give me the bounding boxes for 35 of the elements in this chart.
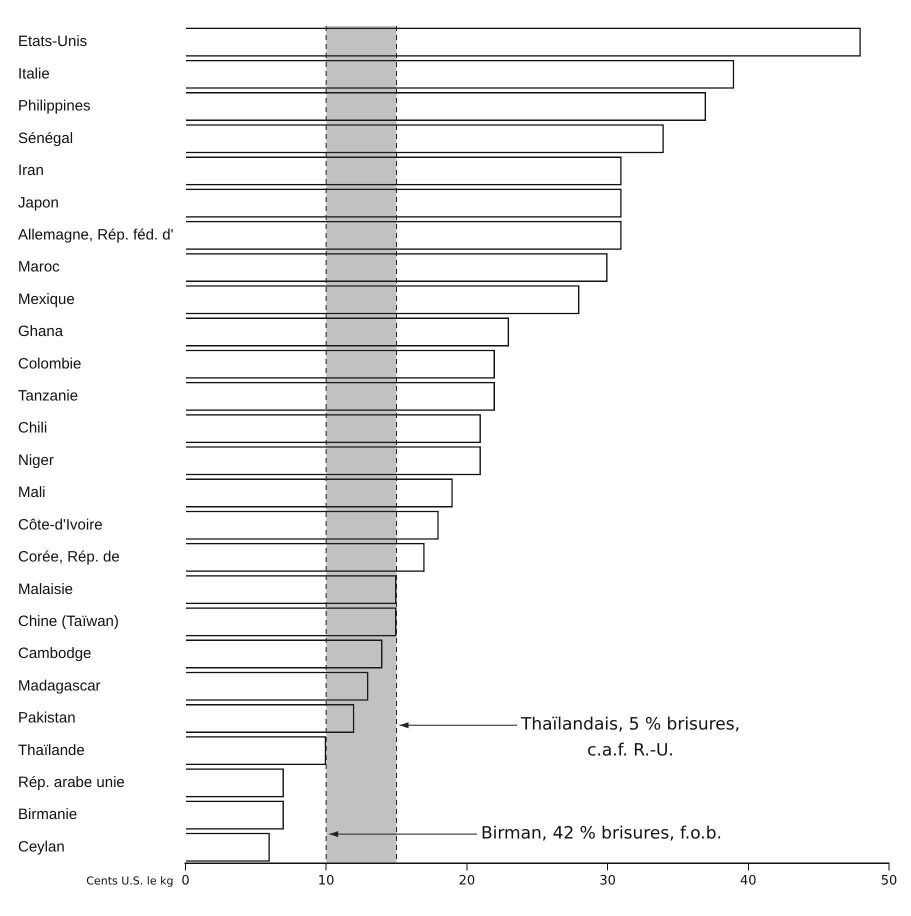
y-tick-label: Philippines [18, 98, 91, 115]
x-tick-label: 20 [458, 874, 476, 889]
y-tick-label: Ghana [18, 323, 64, 340]
y-tick-label: Iran [18, 162, 44, 180]
y-tick-label: Japon [18, 194, 59, 212]
y-tick-label: Sénégal [18, 130, 74, 147]
y-tick-label: Tanzanie [18, 388, 78, 405]
ref-line-label: Birman, 42 % brisures, f.o.b. [480, 824, 722, 844]
y-tick-label: Mali [18, 484, 46, 502]
x-tick-label: 30 [599, 874, 616, 889]
y-tick-label: Cambodge [18, 645, 92, 662]
x-tick-label: 50 [880, 874, 898, 889]
y-tick-label: Birmanie [18, 806, 78, 824]
y-tick-label: Colombie [18, 355, 82, 372]
y-tick-label: Thaïlande [18, 742, 85, 759]
x-tick-label: 10 [318, 874, 334, 889]
y-tick-label: Italie [18, 65, 50, 82]
x-axis-title: Cents U.S. le kg [86, 874, 174, 888]
y-tick-label: Malaisie [18, 580, 74, 598]
y-tick-label: Maroc [18, 258, 60, 276]
y-tick-label: Rép. arabe unie [18, 774, 125, 792]
y-tick-label: Niger [18, 452, 54, 469]
y-tick-label: Côte-d'Ivoire [18, 516, 103, 534]
x-tick-label: 0 [181, 874, 190, 889]
y-tick-label: Etats-Unis [18, 33, 88, 50]
y-tick-label: Madagascar [18, 677, 101, 694]
y-tick-label: Ceylan [18, 838, 65, 856]
y-tick-label: Chili [18, 420, 48, 437]
y-tick-label: Allemagne, Rép. féd. d' [18, 226, 174, 244]
y-tick-label: Corée, Rép. de [18, 548, 120, 566]
ref-line-label: Thaïlandais, 5 % brisures, c.a.f. R.-U. [520, 714, 740, 761]
x-tick-label: 40 [740, 874, 757, 889]
y-tick-label: Pakistan [18, 710, 76, 727]
y-tick-label: Mexique [18, 290, 75, 308]
y-tick-label: Chine (Taïwan) [18, 612, 119, 630]
